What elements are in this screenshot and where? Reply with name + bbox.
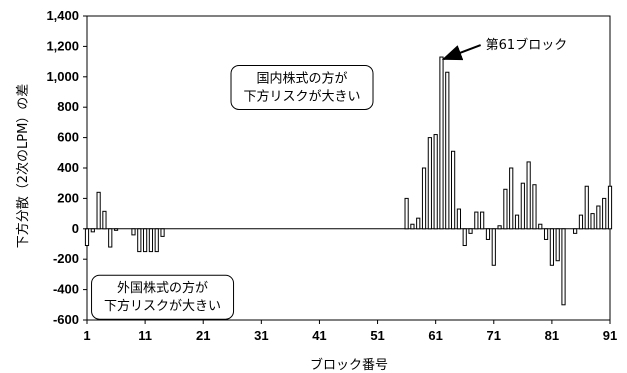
annotation-arrow xyxy=(441,44,482,61)
annotation-box-line: 下方リスクが大きい xyxy=(244,88,361,104)
bar-block-80 xyxy=(543,228,549,240)
x-axis-ticks: 1 11 21 31 41 51 61 71 81 91 xyxy=(83,320,617,343)
x-tick-label: 41 xyxy=(312,328,326,343)
annotation-box-line: 国内株式の方が xyxy=(257,70,348,86)
bar-block-57 xyxy=(410,223,415,230)
x-tick-label: 1 xyxy=(83,328,90,343)
bar-block-91 xyxy=(607,185,613,230)
bar-block-10 xyxy=(137,228,142,253)
x-tick-label: 61 xyxy=(428,328,442,343)
bar-block-73 xyxy=(503,188,508,230)
bar-block-70 xyxy=(485,228,491,240)
annotation-box-line: 下方リスクが大きい xyxy=(104,298,221,314)
bar-block-4 xyxy=(102,210,107,230)
x-tick-label: 51 xyxy=(370,328,384,343)
bars-series xyxy=(84,56,613,306)
plot-area-border xyxy=(86,15,611,321)
bar-block-67 xyxy=(468,228,473,234)
bar-block-65 xyxy=(456,208,462,230)
x-tick-label: 31 xyxy=(254,328,268,343)
bar-block-75 xyxy=(514,214,520,230)
bar-block-6 xyxy=(113,228,119,231)
bar-block-72 xyxy=(497,225,502,230)
y-tick-label: 400 xyxy=(57,160,79,175)
bar-block-59 xyxy=(421,167,427,230)
bar-block-88 xyxy=(590,213,595,230)
x-tick-label: 81 xyxy=(545,328,559,343)
y-tick-label: 1,000 xyxy=(46,69,79,84)
y-tick-label: -400 xyxy=(53,282,79,297)
bar-block-5 xyxy=(108,228,113,248)
bar-block-89 xyxy=(596,205,601,230)
bar-block-85 xyxy=(573,228,578,234)
bar-block-60 xyxy=(427,137,432,230)
bar-block-74 xyxy=(509,167,514,230)
bar-block-79 xyxy=(538,223,543,230)
y-tick-label: 600 xyxy=(57,130,79,145)
x-tick-label: 21 xyxy=(196,328,210,343)
bar-block-78 xyxy=(532,184,537,230)
bar-block-58 xyxy=(416,217,421,230)
bar-block-68 xyxy=(474,211,479,230)
bar-block-76 xyxy=(520,182,525,230)
annotation-box-line: 外国株式の方が xyxy=(117,280,208,296)
bar-block-71 xyxy=(491,228,496,266)
bar-block-64 xyxy=(451,150,456,230)
bar-block-69 xyxy=(480,211,485,230)
x-tick-label: 71 xyxy=(487,328,501,343)
bar-block-77 xyxy=(526,161,531,230)
bar-block-2 xyxy=(90,228,95,233)
bar-block-83 xyxy=(561,228,566,306)
x-axis-title: ブロック番号 xyxy=(310,357,388,373)
bar-block-86 xyxy=(578,214,584,230)
annotation-block61-label: 第61ブロック xyxy=(486,37,568,53)
bar-block-62 xyxy=(439,56,444,230)
y-tick-label: 1,400 xyxy=(46,8,79,23)
y-axis-title: 下方分散（2次のLPM）の差 xyxy=(15,84,31,249)
bar-block-11 xyxy=(143,228,148,253)
annotation-box xyxy=(230,64,374,110)
bar-block-56 xyxy=(404,197,409,230)
bar-block-13 xyxy=(154,228,159,253)
bar-block-81 xyxy=(549,228,554,266)
bar-block-63 xyxy=(445,71,450,230)
y-tick-label: -600 xyxy=(53,312,79,327)
bar-block-66 xyxy=(462,228,467,247)
bar-block-9 xyxy=(131,228,136,236)
y-tick-label: 200 xyxy=(57,190,79,205)
bar-block-12 xyxy=(148,228,154,253)
bar-block-90 xyxy=(602,197,607,230)
bar-block-82 xyxy=(555,228,560,262)
x-tick-label: 91 xyxy=(603,328,617,343)
y-tick-label: 800 xyxy=(57,99,79,114)
y-axis-ticks: -600 -400 -200 0 200 400 600 800 1,000 1,200 1,400 xyxy=(46,8,87,327)
bar-block-14 xyxy=(160,228,165,237)
y-tick-label: -200 xyxy=(53,251,79,266)
bar-block-1 xyxy=(84,228,90,247)
bar-block-3 xyxy=(96,191,101,230)
y-tick-label: 0 xyxy=(72,221,79,236)
x-tick-label: 11 xyxy=(138,328,152,343)
plot-frame xyxy=(86,15,611,321)
annotation-box xyxy=(91,274,235,320)
y-tick-label: 1,200 xyxy=(46,38,79,53)
bar-block-61 xyxy=(433,134,438,230)
bar-block-87 xyxy=(584,185,589,230)
